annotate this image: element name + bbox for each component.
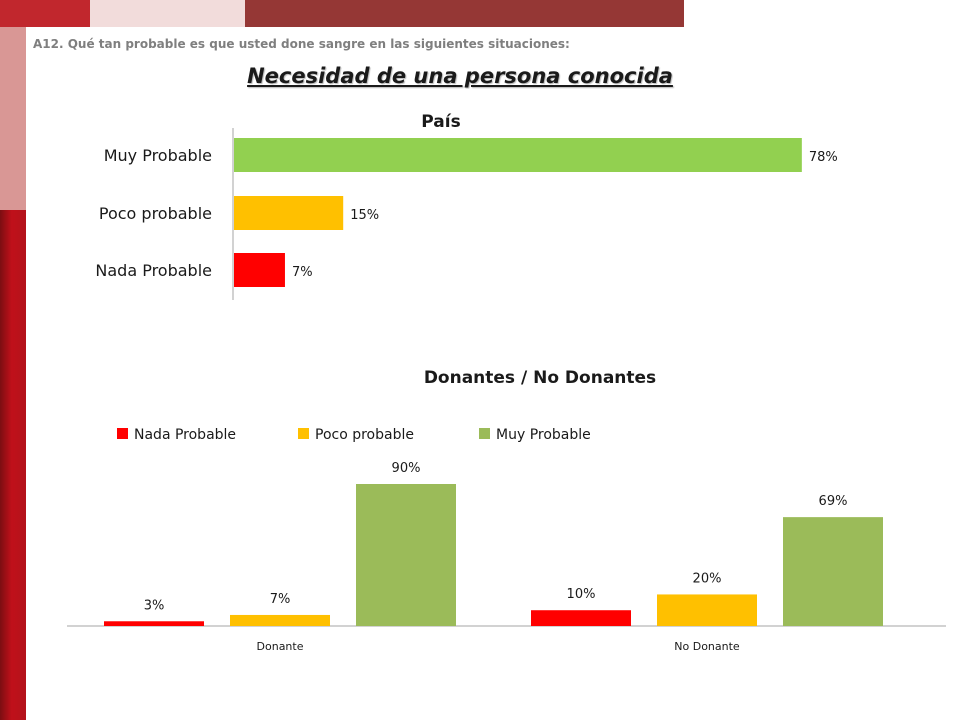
legend-swatch: [117, 428, 128, 439]
chart2-bar: [356, 484, 456, 626]
chart2-value-label: 7%: [270, 592, 291, 607]
chart1-value-label: 15%: [350, 208, 379, 223]
chart2-value-label: 20%: [693, 571, 722, 586]
chart1-value-label: 78%: [809, 150, 838, 165]
chart2-category-label: No Donante: [674, 640, 740, 653]
chart1-value-label: 7%: [292, 265, 313, 280]
chart1-bar: [234, 196, 344, 230]
legend-label: Muy Probable: [496, 427, 591, 443]
legend-label: Nada Probable: [134, 427, 236, 443]
chart1-bar: [234, 253, 285, 287]
legend-label: Poco probable: [315, 427, 414, 443]
chart2-value-label: 3%: [144, 598, 165, 613]
page-subtitle: Necesidad de una persona conocida: [247, 64, 673, 88]
chart2-category-label: Donante: [257, 640, 304, 653]
chart2-bar: [783, 517, 883, 626]
chart1-category-label: Poco probable: [99, 204, 212, 223]
header-band-maroon: [245, 0, 684, 27]
chart2-bar: [657, 594, 757, 626]
chart1-category-label: Muy Probable: [104, 146, 212, 165]
legend-swatch: [298, 428, 309, 439]
question-text: A12. Qué tan probable es que usted done …: [33, 37, 570, 51]
chart2-bar: [531, 610, 631, 626]
chart2-bar: [230, 614, 330, 626]
chart2-bar: [104, 621, 204, 626]
sidebar-band-red: [0, 210, 26, 720]
chart2-value-label: 90%: [392, 461, 421, 476]
header-band-pink: [90, 0, 245, 27]
legend-swatch: [479, 428, 490, 439]
chart1-title: País: [421, 112, 460, 132]
chart2-value-label: 10%: [567, 587, 596, 602]
header-band-red: [0, 0, 90, 27]
chart2-title: Donantes / No Donantes: [424, 368, 656, 388]
sidebar-band-pink: [0, 27, 26, 210]
chart1-bar: [234, 138, 802, 172]
chart2-value-label: 69%: [819, 494, 848, 509]
chart1-category-label: Nada Probable: [95, 261, 212, 280]
